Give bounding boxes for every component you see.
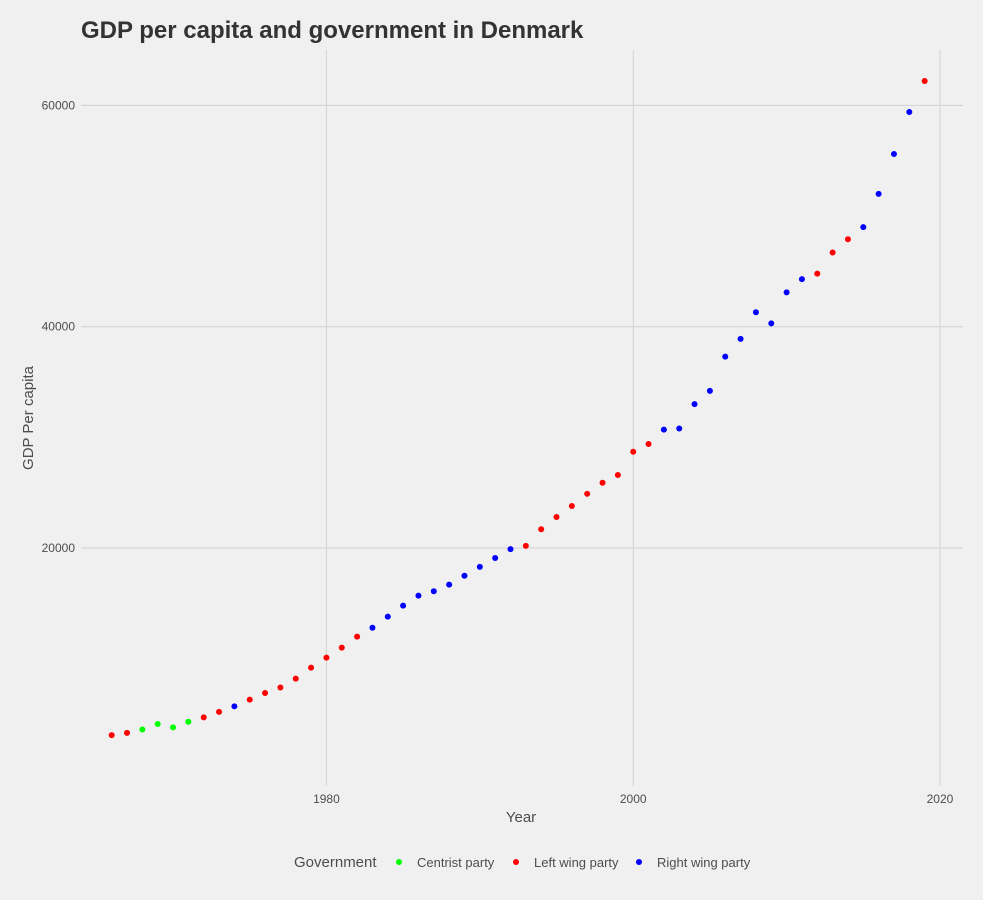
point-left-wing-party	[262, 690, 269, 697]
point-left-wing-party	[522, 542, 529, 549]
point-left-wing-party	[277, 684, 284, 691]
y-tick-label: 40000	[42, 320, 76, 334]
point-right-wing-party	[890, 151, 897, 158]
points-layer	[108, 77, 928, 739]
point-right-wing-party	[231, 703, 238, 710]
point-right-wing-party	[461, 572, 468, 579]
legend-right-wing-marker	[636, 859, 642, 865]
point-right-wing-party	[737, 335, 744, 342]
x-tick-label: 2020	[927, 792, 954, 806]
point-right-wing-party	[476, 563, 483, 570]
point-right-wing-party	[875, 190, 882, 197]
point-right-wing-party	[706, 387, 713, 394]
ticks-layer: 1980 2000 2020 20000 40000 60000	[42, 98, 954, 806]
point-left-wing-party	[200, 714, 207, 721]
legend-left-wing-label: Left wing party	[534, 855, 619, 870]
y-tick-label: 60000	[42, 98, 76, 112]
point-right-wing-party	[415, 592, 422, 599]
point-right-wing-party	[492, 555, 499, 562]
point-left-wing-party	[323, 654, 330, 661]
point-centrist-party	[185, 718, 192, 725]
y-tick-label: 20000	[42, 541, 76, 555]
y-axis-title: GDP Per capita	[20, 365, 37, 470]
point-left-wing-party	[108, 732, 115, 739]
point-right-wing-party	[369, 624, 376, 631]
grid-layer	[81, 50, 963, 786]
point-right-wing-party	[691, 401, 698, 408]
point-right-wing-party	[783, 289, 790, 296]
point-left-wing-party	[814, 270, 821, 277]
point-right-wing-party	[860, 224, 867, 231]
point-left-wing-party	[246, 696, 253, 703]
point-left-wing-party	[599, 479, 606, 486]
point-left-wing-party	[829, 249, 836, 256]
point-left-wing-party	[292, 675, 299, 682]
point-right-wing-party	[384, 613, 391, 620]
point-centrist-party	[154, 721, 161, 728]
point-left-wing-party	[584, 490, 591, 497]
point-left-wing-party	[630, 448, 637, 455]
x-tick-label: 1980	[313, 792, 340, 806]
point-centrist-party	[139, 726, 146, 733]
x-axis-title: Year	[506, 809, 536, 826]
point-right-wing-party	[430, 588, 437, 595]
point-right-wing-party	[507, 546, 514, 553]
chart-title: GDP per capita and government in Denmark	[81, 17, 584, 44]
point-left-wing-party	[538, 526, 545, 533]
point-left-wing-party	[216, 708, 223, 715]
legend: Government Centrist party Left wing part…	[294, 854, 751, 871]
point-right-wing-party	[446, 581, 453, 588]
x-tick-label: 2000	[620, 792, 647, 806]
point-left-wing-party	[614, 471, 621, 478]
legend-title: Government	[294, 854, 377, 871]
point-right-wing-party	[660, 426, 667, 433]
point-left-wing-party	[354, 633, 361, 640]
point-right-wing-party	[768, 320, 775, 327]
point-left-wing-party	[124, 729, 131, 736]
legend-centrist-label: Centrist party	[417, 855, 495, 870]
legend-right-wing-label: Right wing party	[657, 855, 751, 870]
point-left-wing-party	[645, 441, 652, 448]
point-left-wing-party	[553, 514, 560, 521]
point-right-wing-party	[722, 353, 729, 360]
point-right-wing-party	[906, 108, 913, 115]
point-left-wing-party	[568, 502, 575, 509]
point-centrist-party	[170, 724, 177, 731]
legend-centrist-marker	[396, 859, 402, 865]
point-right-wing-party	[676, 425, 683, 432]
legend-left-wing-marker	[513, 859, 519, 865]
point-right-wing-party	[798, 276, 805, 283]
point-left-wing-party	[844, 236, 851, 243]
point-left-wing-party	[338, 644, 345, 651]
point-left-wing-party	[308, 664, 315, 671]
point-left-wing-party	[921, 77, 928, 84]
point-right-wing-party	[752, 309, 759, 316]
point-right-wing-party	[400, 602, 407, 609]
